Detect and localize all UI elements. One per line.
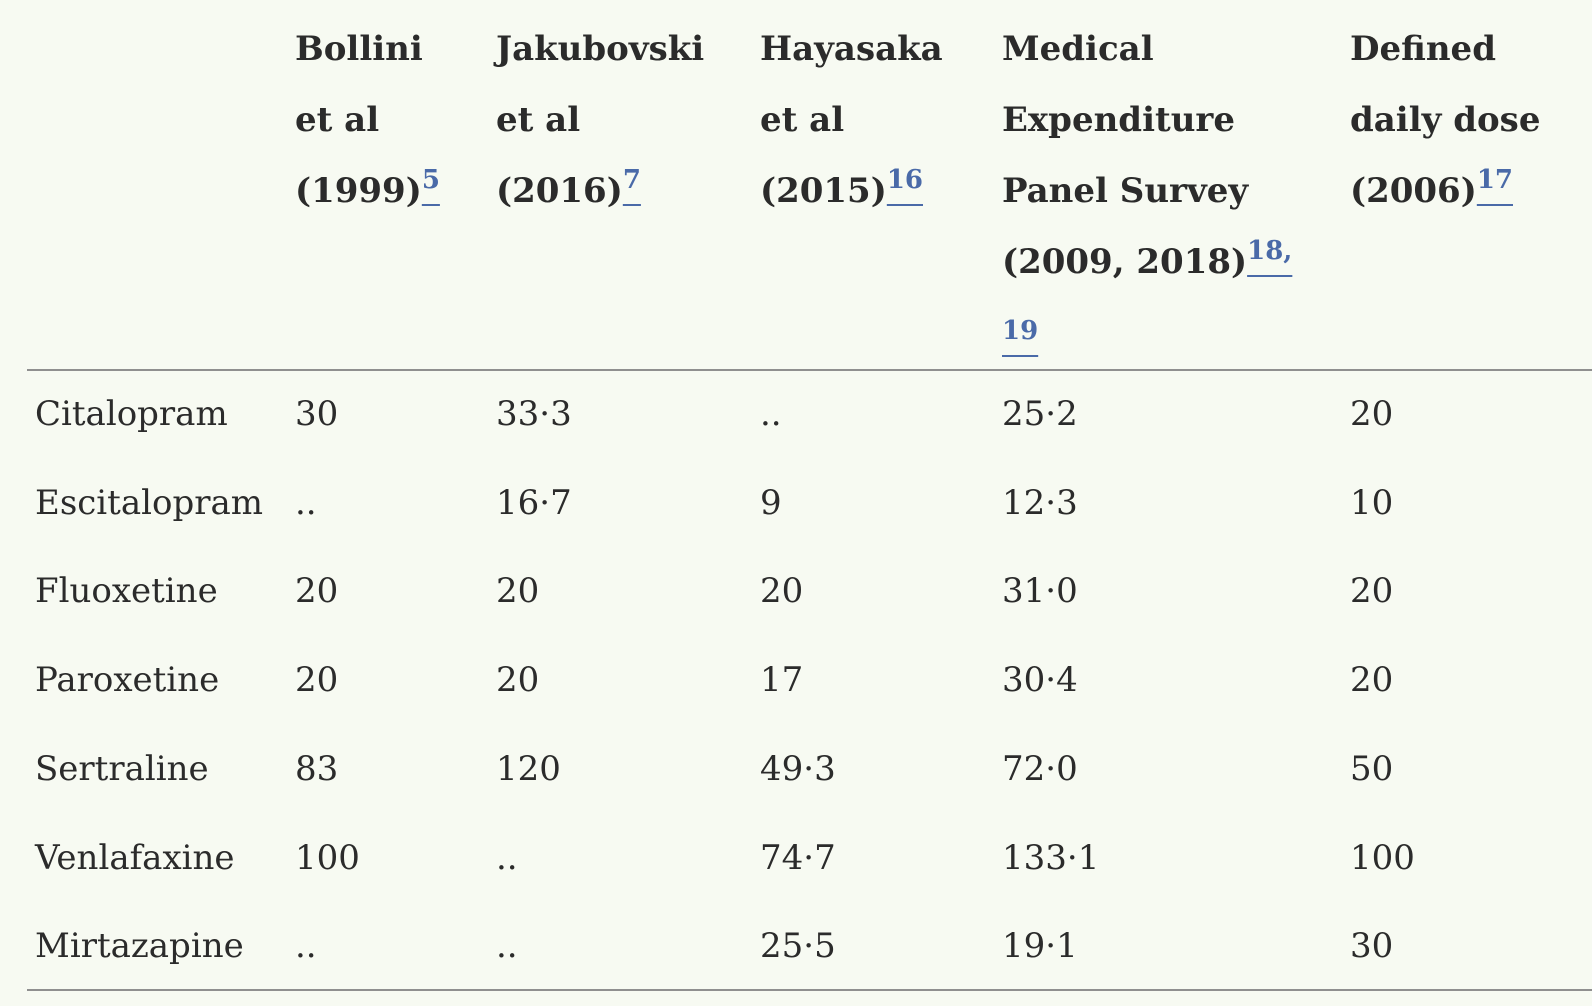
header-line: (2015)16 (760, 156, 943, 227)
table-cell: 100 (295, 837, 360, 878)
header-text: Expenditure (1002, 100, 1235, 140)
table-cell: 20 (295, 571, 339, 612)
table-cell: 20 (1350, 571, 1394, 612)
table-cell: 30 (1350, 926, 1394, 967)
reference-link[interactable]: 19 (1002, 316, 1039, 346)
table-cell: 25·2 (1002, 394, 1078, 434)
header-line: et al (295, 85, 440, 156)
header-line: Expenditure (1002, 85, 1292, 156)
row-label: Escitalopram (35, 482, 263, 523)
table-cell: 74·7 (760, 837, 836, 878)
table-cell: 72·0 (1002, 748, 1078, 789)
reference-link[interactable]: 5 (421, 165, 440, 195)
reference-link[interactable]: 18, (1247, 236, 1293, 266)
reference-link[interactable]: 7 (622, 165, 641, 195)
header-text: Medical (1002, 29, 1154, 69)
row-label: Venlafaxine (35, 837, 235, 878)
column-header: Hayasaka et al (2015)16 (760, 14, 943, 227)
table-cell: 49·3 (760, 748, 836, 789)
header-text: daily dose (1350, 100, 1541, 140)
header-text: et al (496, 100, 581, 140)
header-line: (1999)5 (295, 156, 440, 227)
table-cell: .. (760, 394, 782, 434)
header-text: (2016) (496, 171, 623, 211)
table-cell: 17 (760, 660, 804, 701)
table-cell: 20 (496, 571, 540, 612)
header-line: (2016)7 (496, 156, 704, 227)
header-text: (2006) (1350, 171, 1477, 211)
header-line: daily dose (1350, 85, 1540, 156)
reference-link[interactable]: 17 (1476, 165, 1513, 195)
header-text: (2015) (760, 171, 887, 211)
table-cell: 83 (295, 748, 339, 789)
row-label: Mirtazapine (35, 926, 244, 967)
header-rule (27, 369, 1592, 371)
table-cell: 12·3 (1002, 482, 1078, 523)
column-header: Jakubovski et al (2016)7 (496, 14, 704, 227)
table-cell: 20 (1350, 394, 1394, 434)
table-cell: 30 (295, 394, 339, 434)
header-text: Bollini (295, 29, 423, 69)
header-line: et al (760, 85, 943, 156)
header-text: Defined (1350, 29, 1496, 69)
header-line: (2006)17 (1350, 156, 1540, 227)
table-cell: 100 (1350, 837, 1415, 878)
header-text: (1999) (295, 171, 422, 211)
header-line: et al (496, 85, 704, 156)
table-cell: 50 (1350, 748, 1394, 789)
header-text: et al (295, 100, 380, 140)
header-line: (2009, 2018)18, (1002, 227, 1292, 298)
header-text: Hayasaka (760, 29, 943, 69)
header-text: et al (760, 100, 845, 140)
header-line: Bollini (295, 14, 440, 85)
table-cell: 33·3 (496, 394, 572, 434)
table-cell: 20 (760, 571, 804, 612)
table-cell: 20 (496, 660, 540, 701)
header-text: Jakubovski (496, 29, 705, 69)
table-cell: .. (295, 926, 317, 967)
table-cell: 20 (295, 660, 339, 701)
table-cell: 31·0 (1002, 571, 1078, 612)
table-cell: 133·1 (1002, 837, 1100, 878)
reference-link[interactable]: 16 (886, 165, 923, 195)
table-cell: 20 (1350, 660, 1394, 701)
header-line: Jakubovski (496, 14, 704, 85)
header-line: Defined (1350, 14, 1540, 85)
row-label: Sertraline (35, 748, 209, 789)
header-line: Hayasaka (760, 14, 943, 85)
row-label: Paroxetine (35, 660, 220, 701)
table-cell: 30·4 (1002, 660, 1078, 701)
bottom-rule (27, 989, 1592, 991)
table-cell: 16·7 (496, 482, 572, 523)
row-label: Citalopram (35, 394, 228, 434)
column-header: Bollini et al (1999)5 (295, 14, 440, 227)
table-cell: 19·1 (1002, 926, 1078, 967)
table-cell: .. (295, 482, 317, 523)
table-cell: .. (496, 926, 518, 967)
header-text: (2009, 2018) (1002, 242, 1248, 282)
header-text: Panel Survey (1002, 171, 1249, 211)
table-cell: .. (496, 837, 518, 878)
column-header: Medical Expenditure Panel Survey (2009, 201… (1002, 14, 1292, 364)
row-label: Fluoxetine (35, 571, 218, 612)
table-cell: 25·5 (760, 926, 836, 967)
column-header: Defined daily dose (2006)17 (1350, 14, 1540, 227)
table-cell: 120 (496, 748, 561, 789)
header-line: Medical (1002, 14, 1292, 85)
table-cell: 10 (1350, 482, 1394, 523)
table-cell: 9 (760, 482, 782, 523)
header-line: Panel Survey (1002, 156, 1292, 227)
